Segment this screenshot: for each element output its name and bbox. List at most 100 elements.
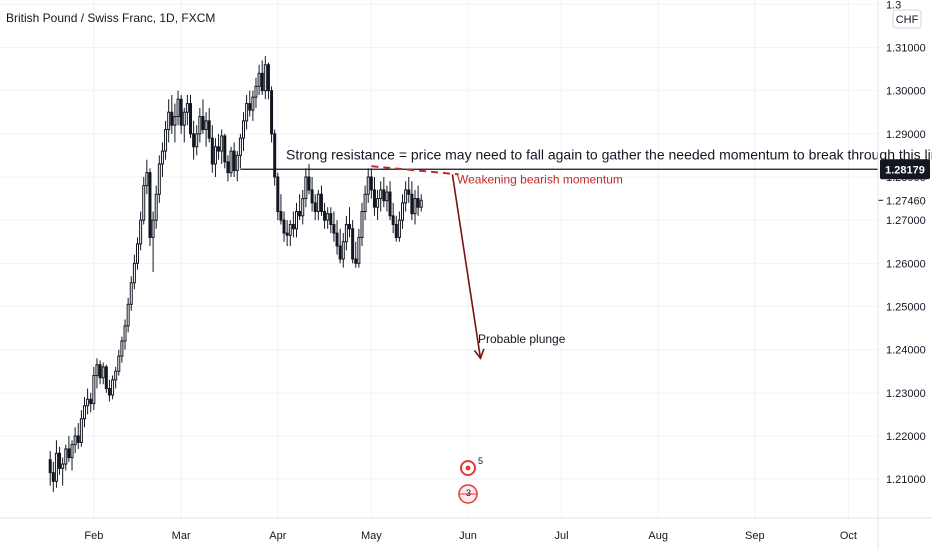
candle[interactable]: [176, 90, 180, 126]
candle[interactable]: [279, 194, 283, 225]
candle[interactable]: [82, 397, 86, 428]
candle[interactable]: [310, 176, 314, 212]
candle[interactable]: [394, 215, 398, 242]
candle[interactable]: [167, 99, 171, 143]
candle[interactable]: [98, 360, 102, 385]
candle[interactable]: [301, 189, 305, 225]
candle[interactable]: [407, 176, 411, 203]
candle[interactable]: [397, 211, 401, 242]
candle[interactable]: [114, 366, 118, 389]
candle[interactable]: [341, 233, 345, 268]
candle[interactable]: [338, 228, 342, 264]
candle[interactable]: [54, 440, 58, 488]
plunge-arrow-shaft[interactable]: [451, 174, 482, 359]
candle[interactable]: [401, 194, 405, 229]
currency-badge[interactable]: CHF: [892, 9, 922, 29]
candle[interactable]: [89, 392, 93, 413]
candle[interactable]: [382, 176, 386, 208]
candle[interactable]: [76, 423, 80, 449]
candle[interactable]: [319, 185, 323, 216]
candle[interactable]: [235, 151, 239, 182]
candle[interactable]: [369, 168, 373, 199]
candle[interactable]: [363, 185, 367, 221]
candle[interactable]: [185, 94, 189, 126]
candle[interactable]: [260, 60, 264, 95]
candle[interactable]: [316, 189, 320, 221]
candle[interactable]: [416, 185, 420, 216]
candle[interactable]: [291, 211, 295, 238]
candle[interactable]: [51, 461, 55, 493]
candle[interactable]: [220, 129, 224, 165]
candle[interactable]: [385, 185, 389, 212]
candle[interactable]: [307, 164, 311, 195]
candle[interactable]: [248, 90, 252, 117]
candle[interactable]: [419, 194, 423, 212]
candle[interactable]: [210, 125, 214, 173]
candle[interactable]: [357, 228, 361, 268]
candle[interactable]: [344, 215, 348, 251]
candle[interactable]: [404, 181, 408, 212]
candle[interactable]: [95, 358, 99, 389]
candle[interactable]: [142, 176, 146, 225]
candle[interactable]: [151, 211, 155, 272]
candle[interactable]: [391, 202, 395, 234]
candle[interactable]: [145, 159, 149, 195]
candle[interactable]: [111, 375, 115, 400]
candle[interactable]: [120, 336, 124, 363]
candle[interactable]: [257, 64, 261, 95]
candle[interactable]: [189, 94, 193, 139]
candle[interactable]: [73, 427, 77, 454]
candle[interactable]: [61, 457, 65, 486]
candle[interactable]: [107, 379, 111, 402]
candle[interactable]: [273, 129, 277, 186]
candle[interactable]: [213, 138, 217, 177]
candle[interactable]: [323, 202, 327, 229]
candle[interactable]: [86, 388, 90, 415]
candle[interactable]: [242, 112, 246, 152]
candle[interactable]: [360, 202, 364, 247]
candle[interactable]: [223, 133, 227, 169]
candle[interactable]: [270, 86, 274, 143]
candle[interactable]: [132, 254, 136, 290]
candle[interactable]: [179, 94, 183, 134]
candle[interactable]: [410, 181, 414, 221]
candle[interactable]: [67, 435, 71, 462]
candle[interactable]: [285, 220, 289, 247]
candle[interactable]: [126, 297, 130, 333]
candle[interactable]: [207, 107, 211, 143]
candle[interactable]: [92, 366, 96, 411]
candle[interactable]: [388, 181, 392, 221]
candle[interactable]: [192, 120, 196, 160]
candle[interactable]: [195, 125, 199, 156]
candle[interactable]: [263, 56, 267, 100]
candle[interactable]: [154, 185, 158, 229]
candle[interactable]: [104, 364, 108, 393]
candles[interactable]: [48, 56, 423, 493]
candle[interactable]: [48, 451, 52, 486]
candle[interactable]: [173, 103, 177, 143]
candle[interactable]: [282, 211, 286, 242]
candle[interactable]: [366, 168, 370, 203]
candle[interactable]: [329, 207, 333, 234]
candle[interactable]: [226, 155, 230, 182]
candle[interactable]: [413, 189, 417, 225]
candle[interactable]: [326, 207, 330, 229]
candle[interactable]: [351, 220, 355, 264]
candle[interactable]: [117, 349, 121, 376]
candle[interactable]: [182, 107, 186, 143]
event-flag-icon[interactable]: [459, 460, 476, 476]
candle[interactable]: [198, 107, 202, 143]
candle[interactable]: [64, 444, 68, 471]
candle[interactable]: [335, 220, 339, 255]
candle[interactable]: [139, 211, 143, 251]
candle[interactable]: [157, 155, 161, 203]
candle[interactable]: [298, 194, 302, 221]
candle[interactable]: [201, 99, 205, 134]
candle[interactable]: [160, 142, 164, 177]
candle[interactable]: [266, 62, 270, 100]
candle[interactable]: [276, 172, 280, 221]
candle[interactable]: [217, 133, 221, 160]
candle[interactable]: [304, 168, 308, 208]
